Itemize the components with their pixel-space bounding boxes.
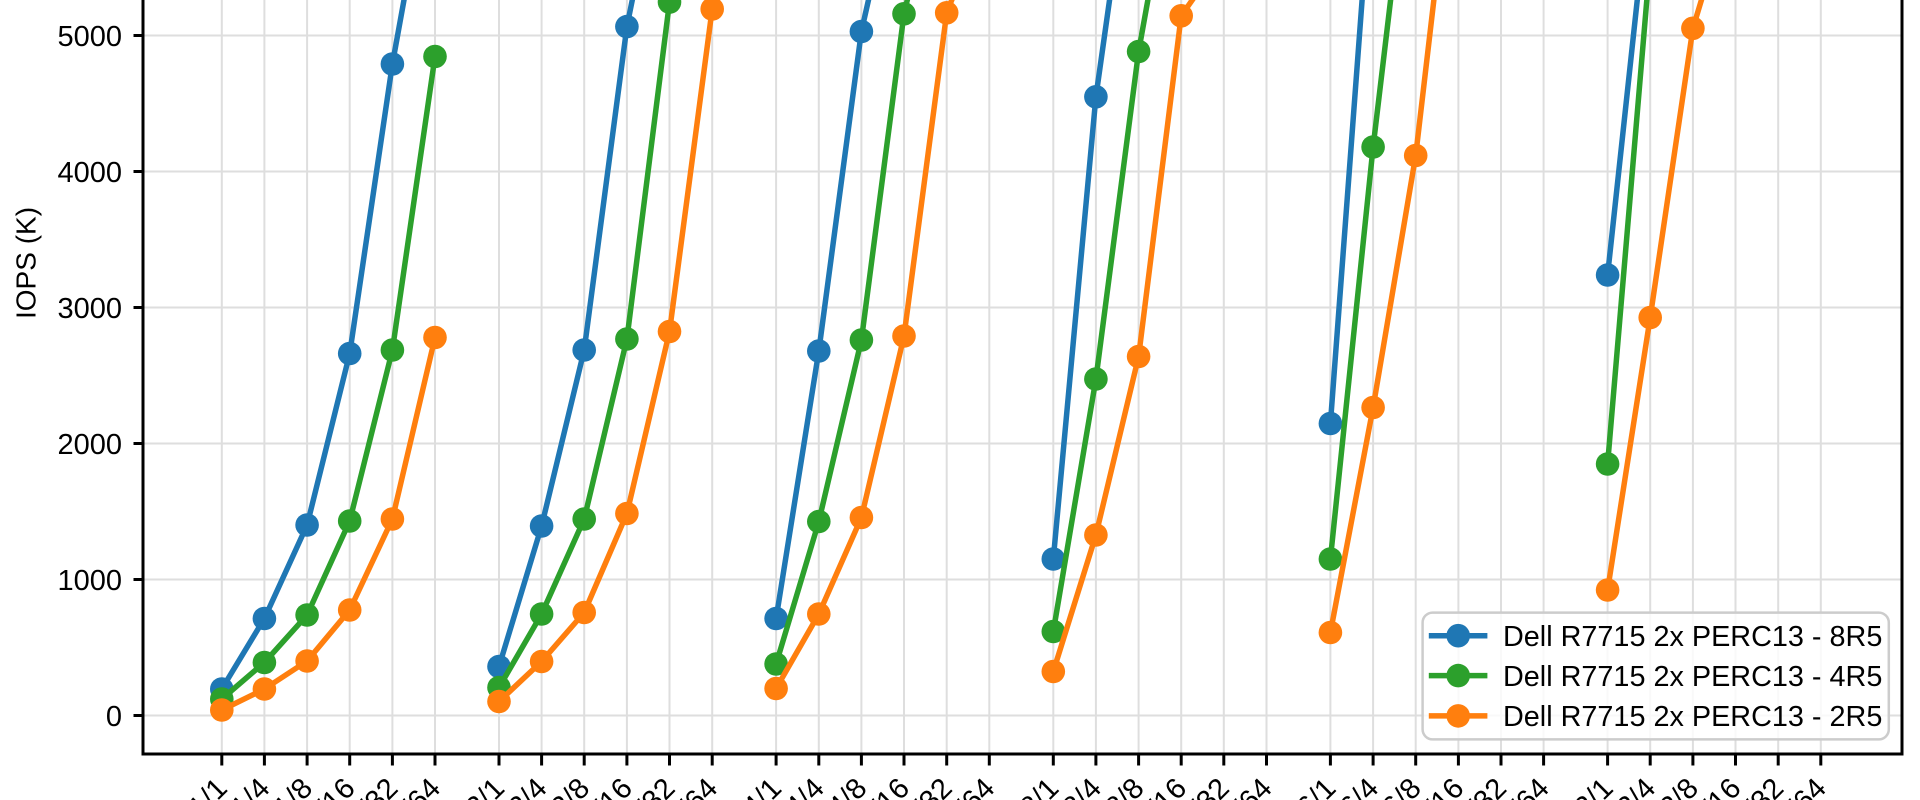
svg-text:3000: 3000: [57, 293, 122, 325]
svg-text:0: 0: [106, 701, 122, 733]
svg-text:4000: 4000: [57, 157, 122, 189]
svg-text:Dell R7715 2x PERC13 - 2R5: Dell R7715 2x PERC13 - 2R5: [1503, 701, 1882, 733]
svg-text:Dell R7715 2x PERC13 - 4R5: Dell R7715 2x PERC13 - 4R5: [1503, 661, 1882, 693]
svg-text:2000: 2000: [57, 429, 122, 461]
svg-text:1000: 1000: [57, 565, 122, 597]
svg-text:5000: 5000: [57, 21, 122, 53]
svg-text:Dell R7715 2x PERC13 - 8R5: Dell R7715 2x PERC13 - 8R5: [1503, 621, 1882, 653]
svg-text:IOPS (K): IOPS (K): [11, 207, 42, 319]
